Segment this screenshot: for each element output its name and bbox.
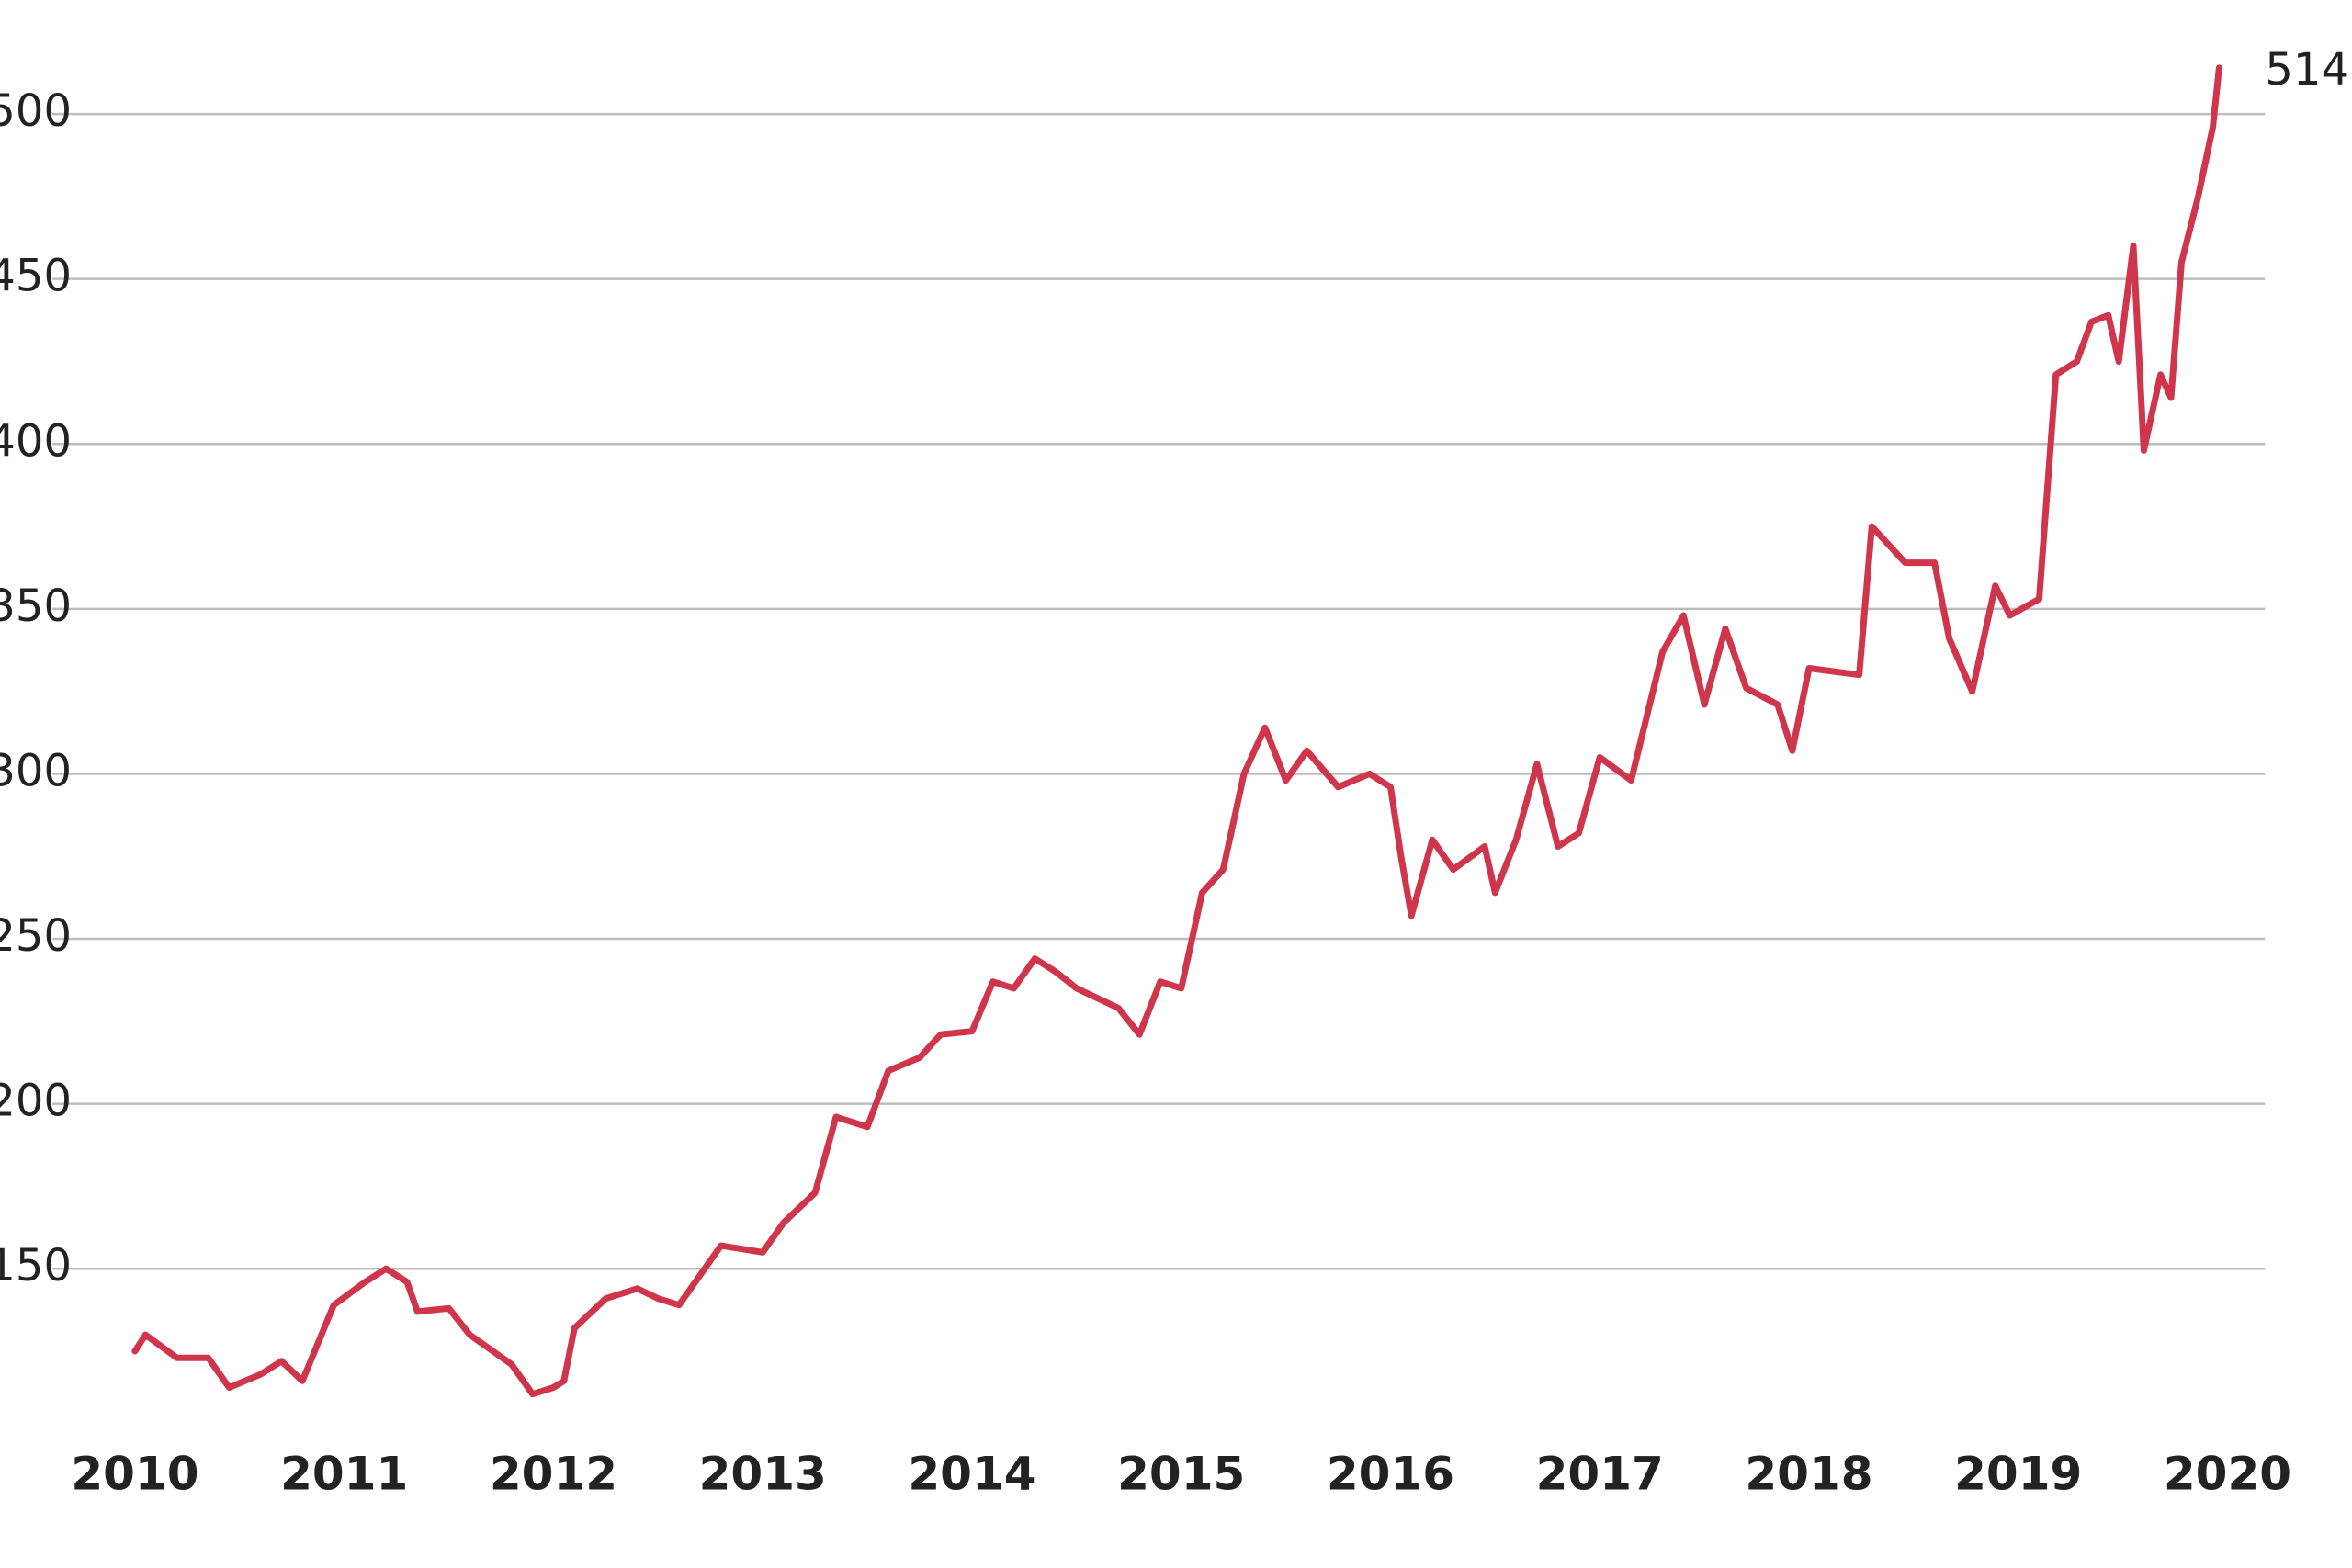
x-tick-label: 2015 bbox=[1117, 1448, 1245, 1501]
x-tick-label: 2016 bbox=[1327, 1448, 1454, 1501]
x-tick-label: 2010 bbox=[71, 1448, 198, 1501]
x-tick-label: 2018 bbox=[1745, 1448, 1872, 1501]
price-line bbox=[131, 64, 2222, 1398]
y-tick-label: 400 bbox=[0, 415, 72, 467]
y-tick-label: 350 bbox=[0, 581, 72, 632]
x-tick-label: 2012 bbox=[490, 1448, 617, 1501]
end-value-label: 514 bbox=[2265, 44, 2349, 96]
y-tick-label: 200 bbox=[0, 1076, 72, 1127]
y-tick-label: 500 bbox=[0, 85, 72, 137]
y-tick-label: 450 bbox=[0, 251, 72, 302]
y-tick-label: 250 bbox=[0, 910, 72, 962]
x-tick-label: 2020 bbox=[2164, 1448, 2291, 1501]
x-tick-label: 2019 bbox=[1954, 1448, 2082, 1501]
y-tick-label: 150 bbox=[0, 1240, 72, 1292]
x-tick-label: 2011 bbox=[280, 1448, 408, 1501]
x-tick-label: 2013 bbox=[699, 1448, 827, 1501]
x-tick-label: 2017 bbox=[1536, 1448, 1664, 1501]
x-tick-label: 2014 bbox=[908, 1448, 1035, 1501]
y-tick-label: 300 bbox=[0, 745, 72, 796]
